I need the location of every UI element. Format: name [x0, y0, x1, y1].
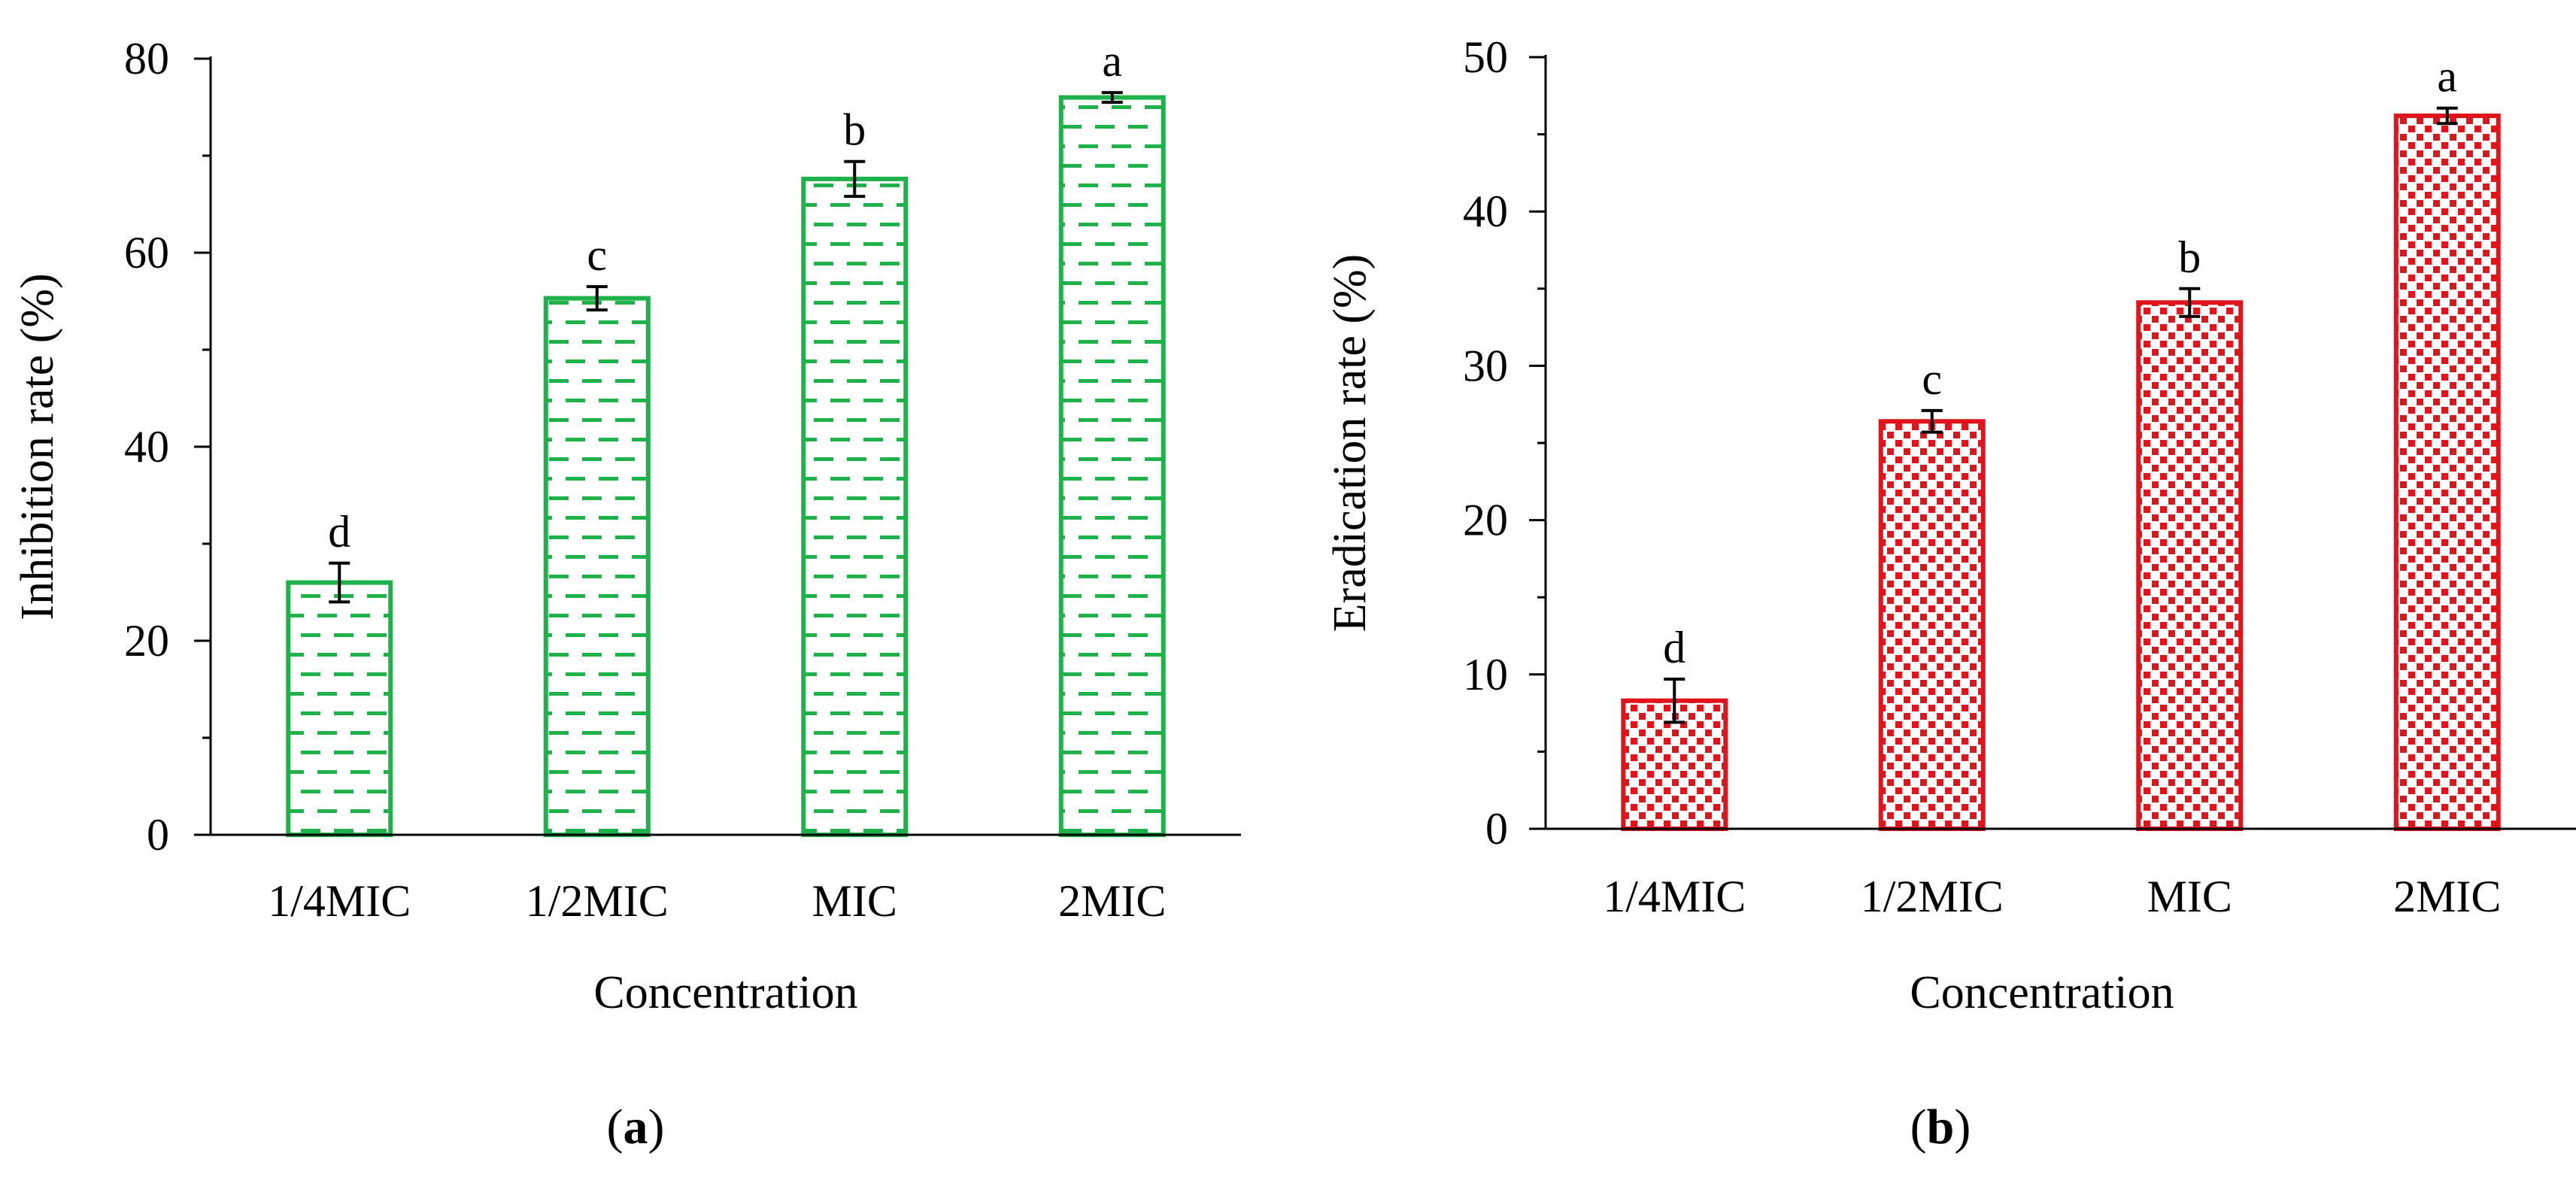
y-tick-label: 10	[1463, 650, 1508, 699]
chart-panel-a: d c b a 0 20 40 60 80 1/4MIC 1/2MIC MIC 2MIC Concentr…	[12, 34, 1241, 1154]
y-tick-label: 20	[1463, 496, 1508, 545]
x-tick-label: MIC	[2147, 872, 2232, 921]
bar-1/4MIC	[286, 580, 393, 837]
error-bar	[844, 159, 866, 199]
bar-MIC	[2136, 300, 2244, 831]
y-tick-label: 0	[1485, 804, 1508, 854]
error-bar	[2436, 106, 2458, 126]
x-tick-label: 1/2MIC	[1861, 872, 2004, 921]
panel-label-letter: a	[624, 1100, 648, 1154]
significance-letter: c	[1922, 354, 1942, 404]
chart-panel-b: d c b a 0 10 20 30 40 50 1/4MIC 1/2MIC MIC 2MIC Concen…	[1324, 32, 2576, 1154]
x-tick-label: MIC	[812, 876, 897, 926]
x-axis-title: Concentration	[593, 967, 857, 1018]
panel-label-close-paren: )	[1954, 1100, 1971, 1154]
panel-label-close-paren: )	[648, 1100, 665, 1154]
error-bar	[586, 285, 608, 312]
error-bar	[2179, 287, 2201, 318]
y-tick-label: 0	[147, 810, 169, 860]
significance-letter: c	[587, 230, 607, 280]
y-tick-label: 20	[124, 616, 169, 666]
bar-1/2MIC	[543, 296, 651, 837]
y-tick-label: 40	[1463, 187, 1508, 236]
error-bar	[1101, 91, 1123, 105]
y-axis-title: Inhibition rate (%)	[12, 273, 63, 620]
significance-letter: a	[1102, 36, 1122, 86]
panel-label: (b)	[1910, 1100, 1971, 1154]
panel-label-open-paren: (	[1910, 1100, 1927, 1154]
significance-letter: a	[2437, 52, 2457, 102]
error-bar	[1921, 408, 1943, 434]
significance-letter: b	[843, 105, 866, 155]
bar-MIC	[801, 176, 909, 837]
error-bar	[329, 561, 350, 604]
y-tick-label: 40	[124, 422, 169, 472]
panel-label: (a)	[607, 1100, 665, 1154]
bar-1/2MIC	[1878, 419, 1986, 831]
x-tick-label: 1/2MIC	[526, 876, 669, 926]
panel-label-letter: b	[1927, 1100, 1955, 1154]
x-tick-label: 1/4MIC	[268, 876, 411, 926]
x-axis-title: Concentration	[1910, 967, 2174, 1018]
y-tick-label: 80	[124, 34, 169, 83]
significance-letter: d	[1663, 623, 1685, 672]
bar-2MIC	[1058, 95, 1166, 838]
x-tick-label: 1/4MIC	[1603, 872, 1746, 921]
y-tick-label: 60	[124, 228, 169, 278]
y-tick-label: 50	[1463, 32, 1508, 82]
y-axis-title: Eradication rate (%)	[1324, 254, 1376, 632]
bar-2MIC	[2393, 113, 2501, 831]
x-tick-label: 2MIC	[2393, 872, 2501, 921]
y-tick-label: 30	[1463, 341, 1508, 390]
significance-letter: b	[2178, 232, 2201, 282]
panel-label-open-paren: (	[607, 1100, 624, 1154]
x-tick-label: 2MIC	[1058, 876, 1166, 926]
error-bar	[1664, 677, 1685, 724]
significance-letter: d	[328, 507, 350, 557]
